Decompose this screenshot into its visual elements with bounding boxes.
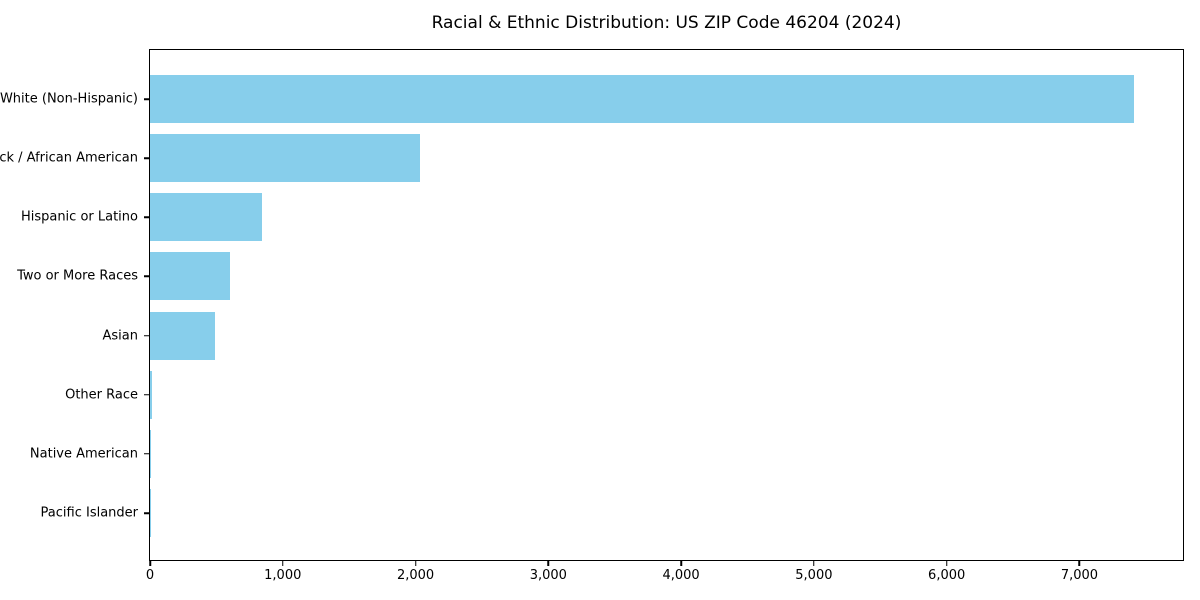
x-axis-tick (813, 560, 815, 566)
x-axis-tick (680, 560, 682, 566)
x-axis-tick (149, 560, 151, 566)
bar-hispanic-or-latino (150, 193, 262, 242)
y-axis-tick (144, 334, 150, 337)
x-axis-tick (945, 560, 948, 566)
bar-asian (150, 311, 216, 360)
bar-pacific-islander (150, 489, 151, 537)
x-axis-tick (282, 560, 284, 566)
plot-area: White (Non-Hispanic) Black / African Amer… (0, 49, 1184, 583)
x-axis-tick-label: 2,000 (396, 568, 435, 583)
chart-title: Racial & Ethnic Distribution: US ZIP Cod… (431, 13, 902, 33)
y-axis-label: Two or More Races (17, 268, 138, 284)
x-axis-tick (414, 560, 417, 566)
y-axis-tick (144, 157, 150, 159)
x-axis-tick-label: 5,000 (795, 568, 833, 583)
y-axis-tick (144, 453, 150, 455)
x-axis-tick-label: 7,000 (1060, 568, 1099, 583)
bar-black-african-american (150, 134, 420, 183)
y-axis-label: Asian (102, 328, 138, 344)
y-axis-label: Other Race (65, 387, 138, 403)
x-axis-tick (547, 560, 550, 566)
bar-two-or-more-races (150, 252, 230, 301)
x-axis-tick-label: 4,000 (662, 568, 700, 583)
x-axis-tick (1078, 560, 1081, 566)
bar-other-race (150, 370, 152, 419)
x-axis-tick-label: 6,000 (928, 568, 966, 583)
x-axis-tick-label: 0 (145, 568, 155, 583)
y-axis-tick (144, 275, 150, 278)
y-axis-label: White (Non-Hispanic) (0, 91, 138, 107)
bar-native-american (150, 429, 152, 478)
y-axis-tick (144, 216, 150, 219)
y-axis-tick (144, 98, 150, 100)
x-axis-tick-label: 1,000 (264, 568, 302, 583)
bar-white-non-hispanic (150, 75, 1134, 123)
y-axis-tick (144, 393, 150, 396)
y-axis-label: Hispanic or Latino (20, 209, 138, 225)
y-axis-label: Native American (29, 446, 138, 462)
x-axis-tick-label: 3,000 (529, 568, 567, 583)
y-axis-tick (144, 512, 150, 514)
y-axis-label: Black / African American (0, 150, 138, 166)
y-axis-label: Pacific Islander (40, 505, 138, 521)
